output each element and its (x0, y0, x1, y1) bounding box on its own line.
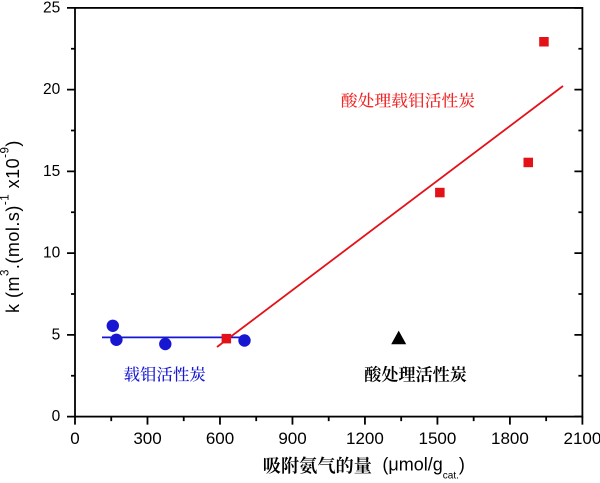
svg-text:5: 5 (52, 326, 61, 343)
svg-text:2100: 2100 (563, 429, 600, 448)
svg-text:10: 10 (43, 245, 61, 262)
svg-text:0: 0 (52, 408, 61, 425)
svg-text:300: 300 (133, 429, 161, 448)
svg-text:20: 20 (43, 81, 61, 98)
svg-text:1200: 1200 (346, 429, 384, 448)
svg-text:15: 15 (43, 163, 60, 180)
svg-text:900: 900 (278, 429, 306, 448)
svg-text:1500: 1500 (418, 429, 456, 448)
svg-text:600: 600 (206, 429, 234, 448)
svg-text:k (m3.(mol.s)-1 x10-9): k (m3.(mol.s)-1 x10-9) (0, 140, 23, 313)
svg-text:25: 25 (43, 0, 60, 16)
svg-text:0: 0 (70, 429, 79, 448)
svg-text:1800: 1800 (491, 429, 529, 448)
